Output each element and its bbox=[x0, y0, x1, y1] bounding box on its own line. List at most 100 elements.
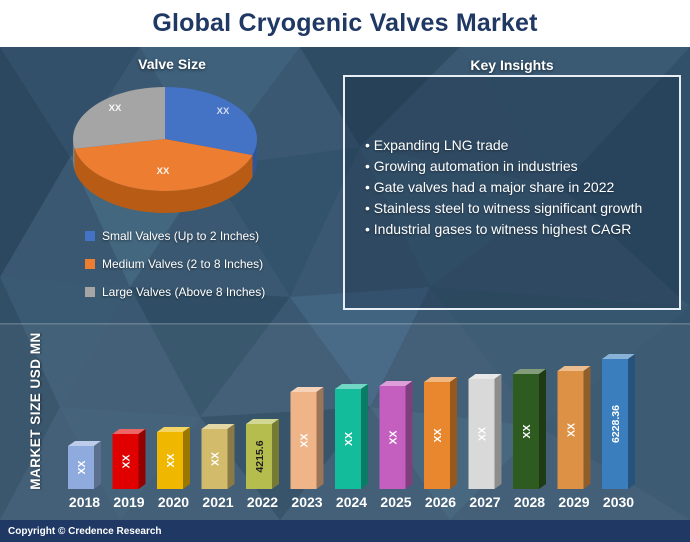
insight-item: Expanding LNG trade bbox=[365, 135, 663, 156]
bar-side-2026 bbox=[450, 377, 457, 489]
insight-item: Gate valves had a major share in 2022 bbox=[365, 177, 663, 198]
bar-top-2021 bbox=[201, 424, 235, 429]
bar-value-label-2018: XX bbox=[76, 460, 88, 474]
bar-side-2027 bbox=[494, 374, 502, 489]
pie-slice-small-valves bbox=[165, 87, 258, 156]
legend-item-large-valves: Large Valves (Above 8 Inches) bbox=[85, 284, 266, 299]
legend-swatch-small-valves bbox=[85, 230, 95, 241]
legend-item-small-valves: Small Valves (Up to 2 Inches) bbox=[85, 228, 265, 243]
bar-front-2020 bbox=[157, 432, 183, 489]
bar-side-2028 bbox=[539, 369, 546, 489]
key-insights-list: Expanding LNG trade Growing automation i… bbox=[365, 135, 663, 240]
bar-front-2019 bbox=[112, 434, 139, 489]
x-axis-year-2023: 2023 bbox=[291, 494, 322, 510]
insight-item: Growing automation in industries bbox=[365, 156, 663, 177]
x-axis-year-2026: 2026 bbox=[425, 494, 456, 510]
bar-top-2028 bbox=[513, 369, 546, 374]
x-axis-year-2030: 2030 bbox=[603, 494, 634, 510]
x-axis-year-2028: 2028 bbox=[514, 494, 545, 510]
bar-side-2023 bbox=[316, 387, 324, 489]
legend-label-medium-valves: Medium Valves (2 to 8 Inches) bbox=[102, 256, 264, 271]
bar-side-2021 bbox=[227, 424, 235, 489]
bar-value-label-2030: 6228.36 bbox=[610, 405, 622, 443]
pie-side-small-valves bbox=[252, 139, 257, 178]
legend-label-small-valves: Small Valves (Up to 2 Inches) bbox=[102, 228, 260, 243]
bar-front-2025 bbox=[379, 386, 406, 489]
bar-side-2025 bbox=[405, 381, 413, 489]
bar-front-2022 bbox=[246, 424, 272, 489]
bar-value-label-2019: XX bbox=[121, 454, 133, 468]
pie-side-large-valves bbox=[73, 139, 75, 171]
x-axis-year-2029: 2029 bbox=[558, 494, 589, 510]
legend-label-large-valves: Large Valves (Above 8 Inches) bbox=[102, 284, 266, 299]
bar-front-2027 bbox=[468, 379, 495, 489]
bar-value-label-2023: XX bbox=[299, 433, 311, 447]
bar-chart-svg: XX 2018 XX 2019 XX 2020 XX 2021 4215.6 2022 XX 2023… bbox=[68, 354, 635, 510]
x-axis-year-2022: 2022 bbox=[247, 494, 278, 510]
bar-2027: XX 2027 bbox=[468, 374, 502, 510]
bar-side-2019 bbox=[138, 429, 146, 489]
bar-value-label-2022: 4215.6 bbox=[254, 440, 266, 472]
bar-top-2025 bbox=[379, 381, 413, 386]
pie-side-medium-valves bbox=[74, 148, 253, 214]
bar-top-2019 bbox=[112, 429, 146, 434]
bar-front-2023 bbox=[290, 392, 317, 489]
bar-2018: XX 2018 bbox=[68, 441, 101, 510]
pie-value-label-large: XX bbox=[109, 103, 122, 114]
bar-value-label-2027: XX bbox=[477, 427, 489, 441]
bar-front-2021 bbox=[201, 429, 228, 489]
bar-front-2030 bbox=[602, 359, 628, 489]
copyright-text: Copyright © Credence Research bbox=[8, 525, 162, 537]
bar-top-2029 bbox=[557, 366, 591, 371]
bar-top-2027 bbox=[468, 374, 502, 379]
bar-side-2018 bbox=[94, 441, 101, 489]
bar-front-2028 bbox=[513, 374, 539, 489]
bar-value-label-2026: XX bbox=[432, 428, 444, 442]
insight-item: Industrial gases to witness highest CAGR bbox=[365, 219, 663, 240]
copyright-bar: Copyright © Credence Research bbox=[0, 520, 690, 542]
legend-swatch-large-valves bbox=[85, 286, 95, 297]
bar-side-2022 bbox=[272, 419, 279, 489]
bar-front-2018 bbox=[68, 446, 94, 489]
bar-side-2029 bbox=[583, 366, 591, 489]
pie-chart: XX XX XX bbox=[73, 87, 258, 214]
bar-value-label-2025: XX bbox=[388, 430, 400, 444]
title-bar: Global Cryogenic Valves Market bbox=[0, 0, 690, 47]
x-axis-year-2019: 2019 bbox=[113, 494, 144, 510]
bar-side-2030 bbox=[628, 354, 635, 489]
bar-top-2030 bbox=[602, 354, 635, 359]
bar-2021: XX 2021 bbox=[201, 424, 235, 510]
bar-side-2024 bbox=[361, 384, 368, 489]
key-insights-box: Expanding LNG trade Growing automation i… bbox=[343, 75, 681, 310]
bar-value-label-2029: XX bbox=[566, 423, 578, 437]
bar-2024: XX 2024 bbox=[335, 384, 368, 510]
bar-2025: XX 2025 bbox=[379, 381, 413, 510]
x-axis-year-2025: 2025 bbox=[380, 494, 411, 510]
bar-2026: XX 2026 bbox=[424, 377, 457, 510]
legend-swatch-medium-valves bbox=[85, 258, 95, 269]
bar-top-2024 bbox=[335, 384, 368, 389]
bar-value-label-2020: XX bbox=[165, 453, 177, 467]
bar-top-2022 bbox=[246, 419, 279, 424]
key-insights-title: Key Insights bbox=[470, 57, 554, 73]
bar-front-2024 bbox=[335, 389, 361, 489]
bar-2020: XX 2020 bbox=[157, 427, 190, 510]
bar-2023: XX 2023 bbox=[290, 387, 324, 510]
bar-value-label-2024: XX bbox=[343, 432, 355, 446]
pie-value-label-small: XX bbox=[217, 106, 230, 117]
insight-item: Stainless steel to witness significant g… bbox=[365, 198, 663, 219]
bar-top-2018 bbox=[68, 441, 101, 446]
bar-top-2023 bbox=[290, 387, 324, 392]
pie-slice-medium-valves bbox=[74, 139, 253, 192]
pie-legend: Small Valves (Up to 2 Inches) Medium Val… bbox=[85, 229, 265, 313]
x-axis-year-2021: 2021 bbox=[202, 494, 233, 510]
bar-top-2026 bbox=[424, 377, 457, 382]
pie-value-label-medium: XX bbox=[157, 166, 170, 177]
bar-2028: XX 2028 bbox=[513, 369, 546, 510]
bar-2019: XX 2019 bbox=[112, 429, 146, 510]
bar-top-2020 bbox=[157, 427, 190, 432]
bar-front-2029 bbox=[557, 371, 584, 489]
bar-chart-y-axis-label: MARKET SIZE USD MN bbox=[28, 332, 43, 490]
legend-item-medium-valves: Medium Valves (2 to 8 Inches) bbox=[85, 256, 265, 271]
